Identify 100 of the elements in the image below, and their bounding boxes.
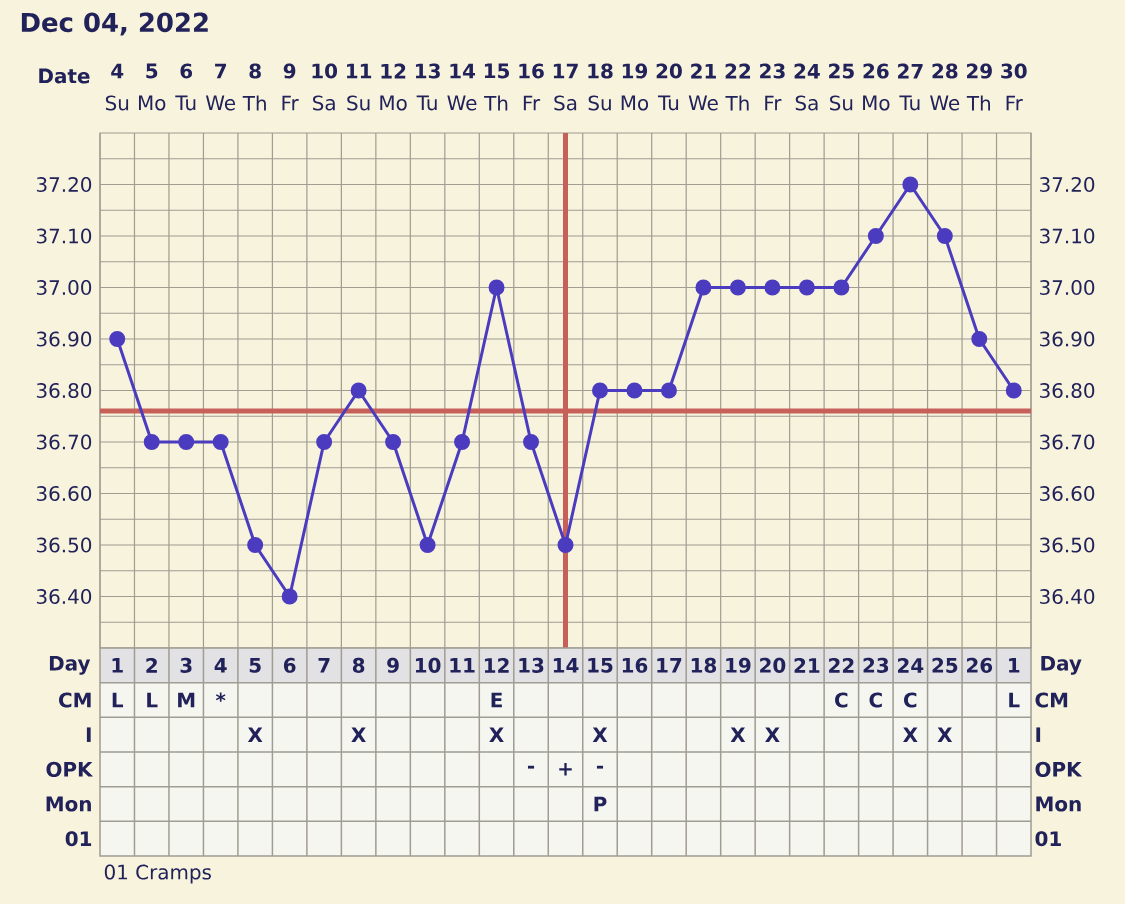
x-tick-label: 7 (318, 658, 330, 673)
text: X (730, 727, 746, 742)
text: E (491, 692, 502, 708)
y-tick-label: 37.10 (36, 228, 92, 244)
point (109, 331, 126, 347)
text: X (765, 727, 780, 742)
text: L (1009, 692, 1020, 708)
x2-tick-label: 11 (347, 63, 372, 79)
y-tick-label: I (1036, 727, 1041, 742)
text: C (835, 692, 848, 708)
x-tick-label: Su (347, 95, 370, 111)
x2-tick-label: 21 (691, 63, 716, 79)
point (281, 588, 298, 605)
x2-tick-label: 19 (622, 63, 648, 79)
x-axis-title: Day (49, 655, 91, 675)
x2-tick-label: 28 (932, 63, 958, 79)
x-tick-label: 24 (898, 657, 924, 673)
point (143, 434, 160, 450)
x-tick-label: 9 (387, 657, 399, 673)
point (936, 228, 953, 244)
point (626, 382, 643, 399)
text: - (527, 765, 535, 769)
point (350, 382, 367, 399)
x2-tick-label: 29 (967, 63, 992, 79)
x2-tick-label: 22 (725, 63, 751, 79)
x-tick-label: 17 (657, 658, 682, 673)
point (247, 537, 264, 554)
point (523, 434, 540, 450)
y-tick-label: 36.50 (36, 537, 92, 553)
text: X (489, 727, 504, 742)
y-tick-label: 36.80 (36, 382, 92, 399)
text: P (594, 796, 607, 812)
x2-tick-label: 25 (829, 63, 854, 79)
point (764, 279, 781, 296)
x-tick-label: Tu (175, 95, 196, 111)
x-tick-label: 2 (146, 657, 157, 673)
x2-tick-label: 23 (760, 63, 785, 79)
point (557, 537, 574, 554)
point (660, 382, 677, 399)
text: L (112, 692, 124, 708)
x-tick-label: Mo (621, 95, 649, 111)
x-tick-label: Su (830, 95, 853, 111)
x2-tick-label: 18 (588, 63, 613, 79)
point (833, 279, 850, 296)
x-tick-label: Fr (1006, 95, 1023, 111)
x-tick-label: Tu (416, 95, 437, 111)
x-tick-label: 23 (863, 657, 889, 673)
point (419, 537, 436, 554)
x-tick-label: Th (966, 95, 990, 111)
x-tick-label: Su (588, 95, 611, 111)
x-tick-label: Tu (658, 95, 679, 111)
x2-tick-label: 26 (863, 63, 889, 79)
x2-tick-label: 7 (215, 63, 227, 79)
x2-tick-label: 5 (146, 63, 158, 79)
text: X (351, 727, 366, 742)
point (729, 279, 746, 296)
x2-axis-title: Day (1041, 655, 1082, 675)
x2-tick-label: 6 (180, 63, 193, 79)
x-axis-title: Date (39, 68, 90, 84)
x-tick-label: Fr (523, 95, 541, 111)
text: C (904, 692, 917, 708)
x-tick-label: 22 (829, 657, 854, 673)
x2-tick-label: 4 (111, 63, 124, 79)
x2-tick-label: 27 (898, 63, 923, 79)
x-tick-label: 3 (180, 657, 192, 673)
text: X (903, 727, 918, 742)
x2-tick-label: 30 (1001, 63, 1027, 79)
x-tick-label: Fr (282, 95, 299, 111)
text: C (869, 692, 882, 708)
x-tick-label: 16 (622, 657, 648, 673)
point (902, 176, 919, 193)
y-tick-label: 36.60 (36, 485, 92, 502)
x-tick-label: 1 (112, 658, 123, 673)
x2-tick-label: 16 (519, 63, 544, 79)
x2-tick-label: 8 (249, 63, 261, 79)
x-tick-label: We (930, 95, 960, 111)
y-tick-label: CM (1035, 692, 1068, 708)
x-tick-label: 5 (249, 657, 261, 673)
point (178, 434, 195, 450)
x-tick-label: Mo (863, 95, 890, 111)
y-tick-label: Mon (1036, 796, 1081, 812)
x-tick-label: Sa (313, 95, 335, 111)
point (591, 382, 608, 399)
x-tick-label: Th (484, 95, 508, 111)
x-tick-label: 14 (553, 658, 579, 673)
x-tick-label: Su (105, 95, 129, 111)
point (385, 434, 402, 450)
point (454, 434, 471, 450)
x2-tick-label: 13 (415, 63, 440, 79)
text: 01 Cramps (104, 864, 211, 884)
x2-tick-label: 15 (484, 63, 510, 79)
x2-tick-label: 10 (312, 63, 338, 79)
text: * (215, 692, 226, 702)
x-tick-label: 8 (352, 657, 365, 673)
y-tick-label: 37.20 (36, 176, 92, 193)
x-tick-label: We (205, 95, 236, 111)
x-tick-label: 19 (726, 657, 751, 673)
x-tick-label: 18 (691, 657, 717, 673)
point (316, 434, 333, 450)
x-tick-label: We (688, 95, 718, 111)
